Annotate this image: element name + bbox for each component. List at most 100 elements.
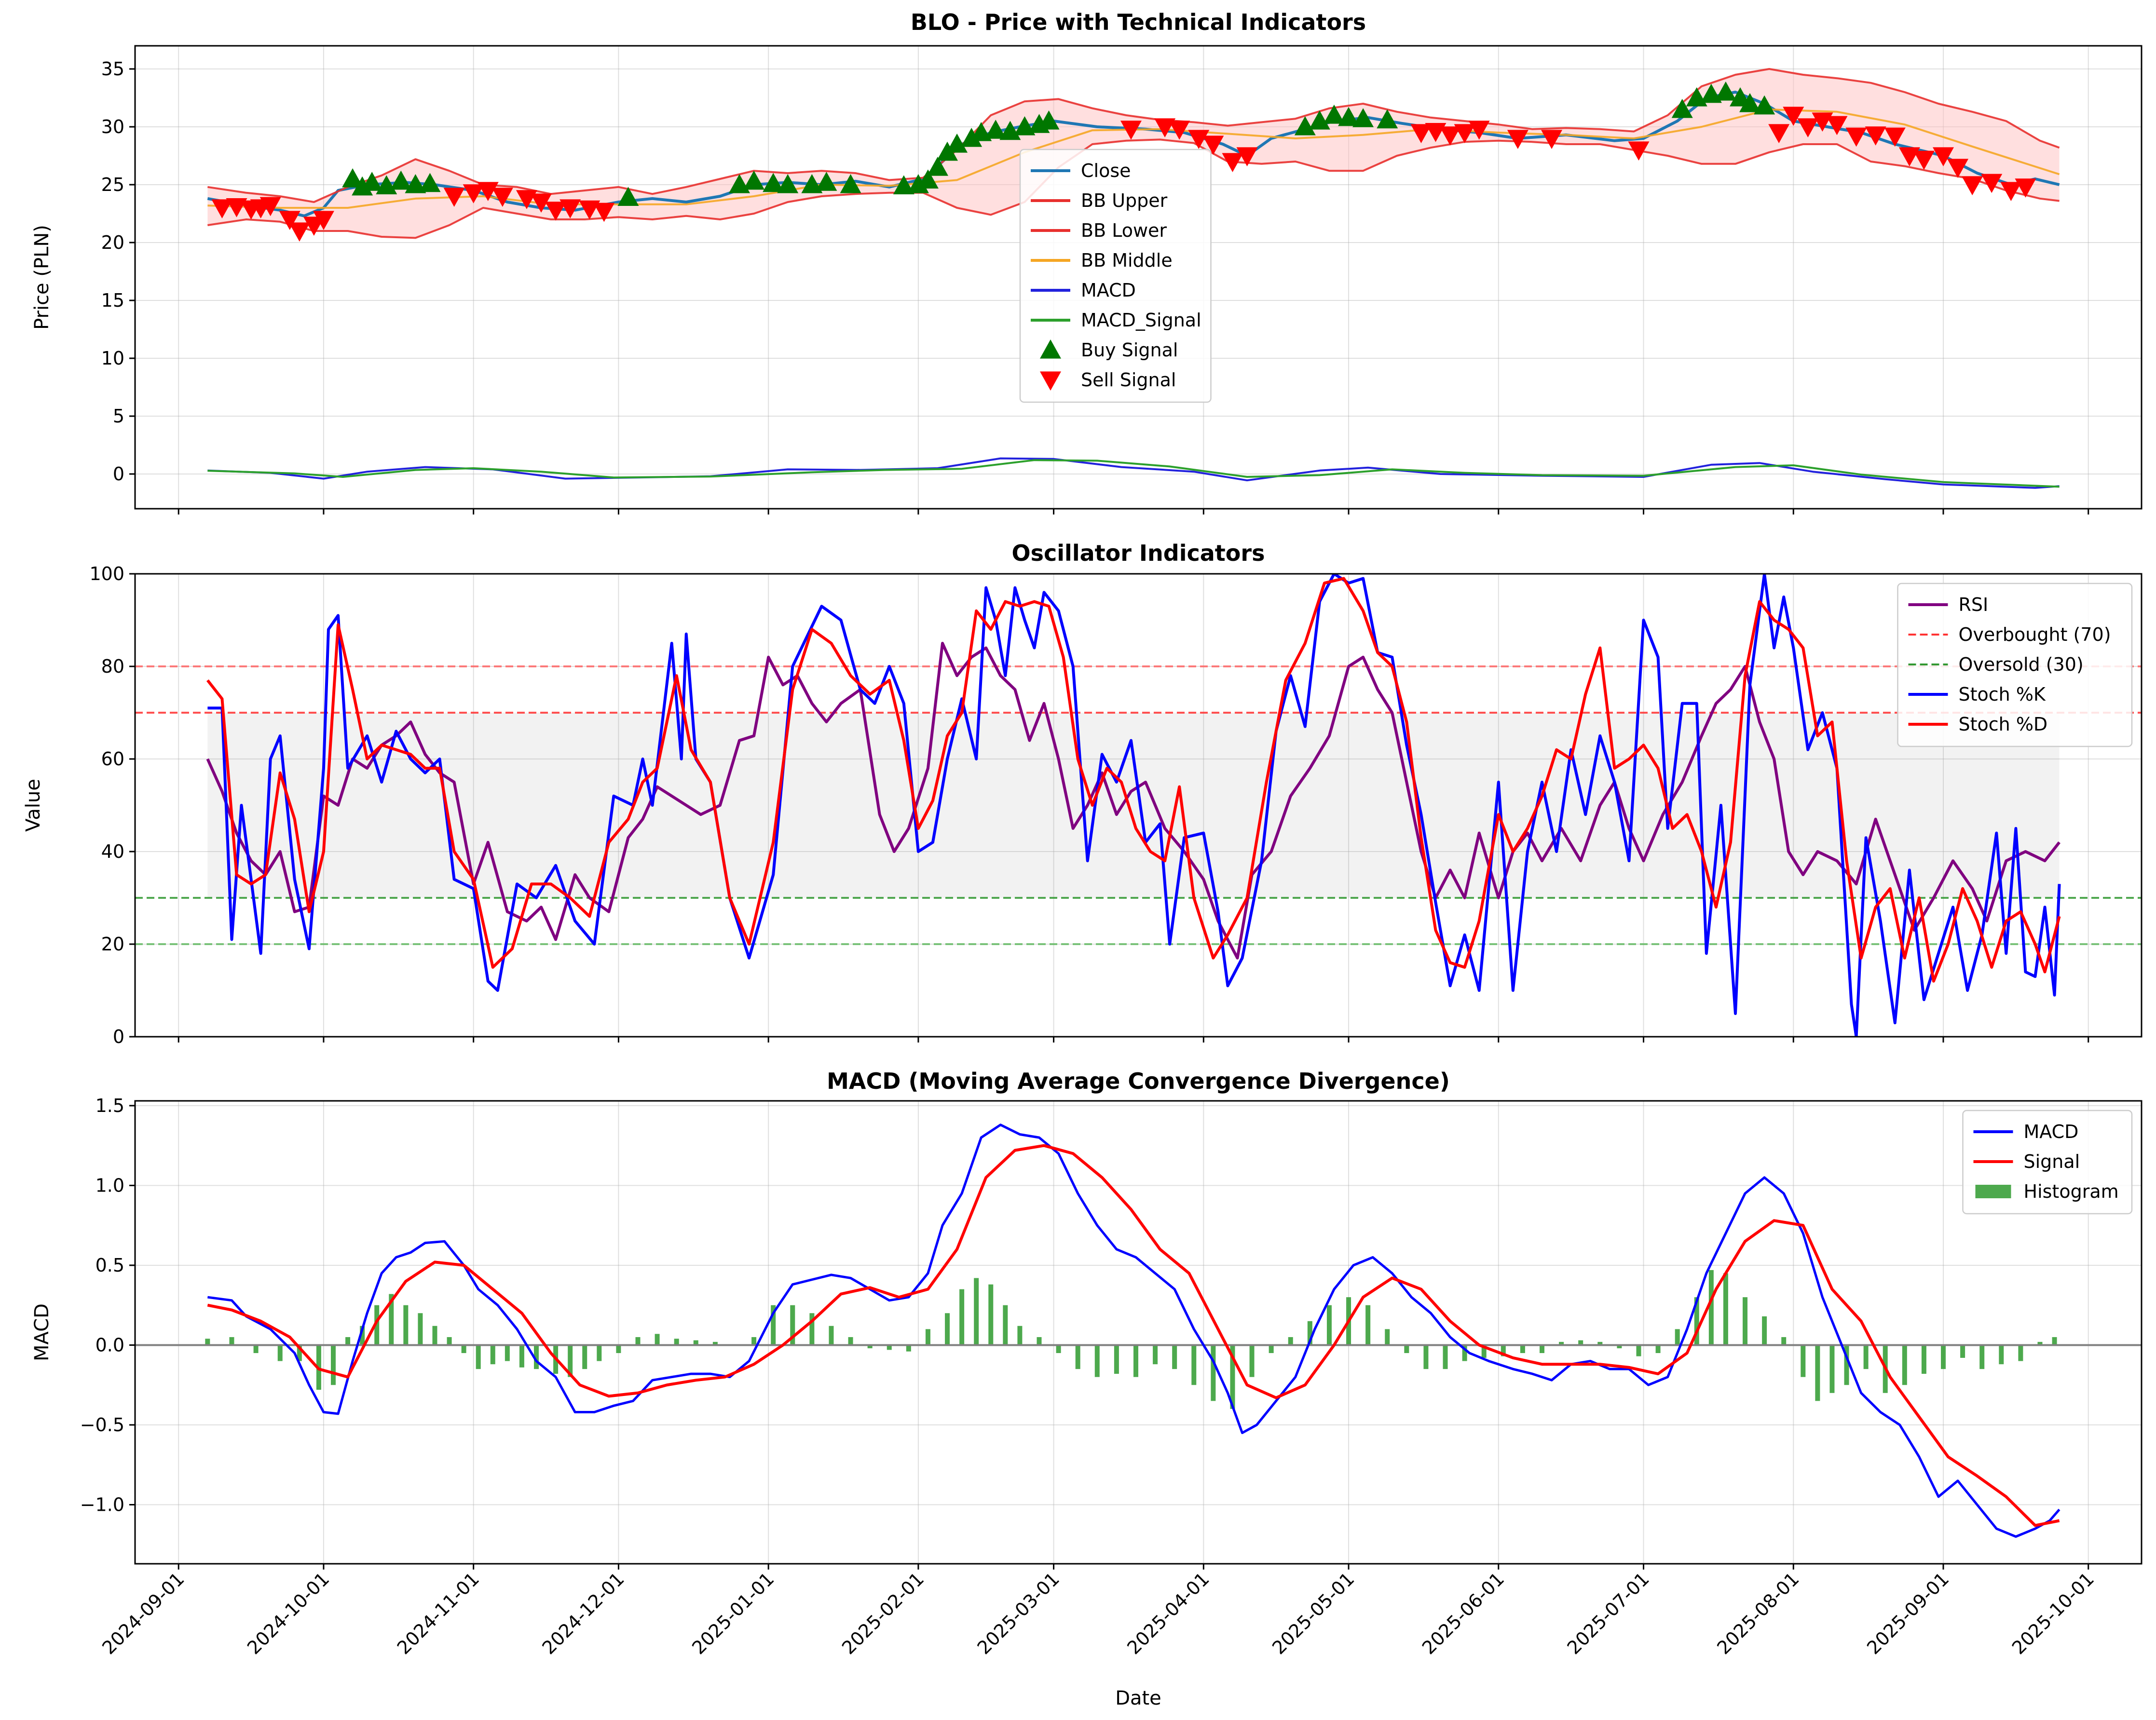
legend-entry-macd: MACD (1031, 280, 1136, 301)
neutral-zone-band (207, 713, 2060, 898)
legend-label: MACD (2024, 1121, 2079, 1142)
buy-signal-marker (927, 157, 948, 176)
buy-signal-marker (390, 170, 412, 190)
histogram-bar (205, 1339, 210, 1345)
histogram-bar (1960, 1345, 1965, 1358)
sell-signal-marker (1468, 121, 1490, 140)
histogram-bar (253, 1345, 259, 1354)
sell-signal-marker (491, 188, 513, 207)
x-tick-label: 2024-11-01 (393, 1568, 483, 1658)
histogram-bar (1114, 1345, 1119, 1374)
histogram-bar (635, 1337, 641, 1345)
series-line-macd-signal (207, 459, 2060, 488)
histogram-bar (568, 1345, 573, 1377)
histogram-bar (1781, 1337, 1787, 1345)
histogram-bar (1559, 1341, 1564, 1345)
histogram-bar (1443, 1345, 1448, 1369)
y-tick-label: 15 (101, 290, 124, 311)
histogram-bar (988, 1284, 994, 1345)
histogram-bar (1723, 1273, 1728, 1345)
legend-label: Buy Signal (1081, 339, 1178, 361)
histogram-bar (1133, 1345, 1138, 1377)
y-tick-label: 10 (101, 348, 124, 369)
histogram-bar (1636, 1345, 1641, 1356)
sell-signal-marker (288, 222, 310, 242)
legend-label: Close (1081, 160, 1131, 181)
histogram-bar (418, 1313, 423, 1345)
y-tick-label: 5 (113, 406, 124, 427)
x-tick-label: 2025-01-01 (688, 1568, 778, 1658)
legend-entry-bb-lower: BB Lower (1031, 220, 1167, 241)
sell-signal-marker (477, 182, 499, 201)
chart-panels: 0 5 10 15 20 25 30 35 BLO - Price with Technical… (22, 9, 2142, 1570)
y-tick-label: 1.0 (96, 1175, 124, 1196)
histogram-bar (297, 1345, 302, 1361)
histogram-bar (1249, 1345, 1255, 1377)
histogram-bar (1172, 1345, 1177, 1369)
y-tick-label: 20 (101, 232, 124, 253)
sell-signal-marker (1884, 127, 1906, 147)
y-tick-label: 1.5 (96, 1095, 124, 1116)
buy-signal-marker (917, 169, 939, 189)
series-line-signal (207, 1144, 2060, 1527)
sell-signal-marker (1202, 135, 1224, 155)
histogram-bar (1056, 1345, 1061, 1354)
sell-signal-marker (1454, 124, 1475, 143)
histogram-bar (1404, 1345, 1409, 1354)
legend: Close BB Upper BB Lower BB Middle MACD MACD_S… (1019, 149, 1212, 403)
y-tick-label: 0 (113, 463, 124, 485)
legend-label: MACD_Signal (1081, 310, 1201, 331)
panel-title: MACD (Moving Average Convergence Diverge… (827, 1068, 1450, 1094)
bollinger-band-fill (207, 69, 2060, 238)
legend-swatch (1975, 1185, 2011, 1198)
sell-signal-marker (1439, 126, 1461, 146)
histogram-bar (1743, 1297, 1748, 1345)
histogram-bars (205, 1270, 2057, 1409)
y-tick-label: 20 (101, 934, 124, 955)
x-tick-label: 2025-09-01 (1863, 1568, 1953, 1658)
histogram-bar (1003, 1305, 1008, 1345)
sell-signal-marker (443, 188, 465, 207)
legend-label: Signal (2024, 1151, 2080, 1172)
legend-entry-oversold-30: Oversold (30) (1908, 654, 2084, 675)
sell-signal-marker (1120, 121, 1142, 140)
sell-signal-marker (1628, 141, 1650, 161)
histogram-bar (345, 1337, 351, 1345)
sell-signal-marker (1933, 147, 1954, 166)
histogram-bar (360, 1326, 365, 1345)
histogram-bar (476, 1345, 481, 1369)
histogram-bar (1762, 1316, 1767, 1345)
buy-signal-marker (763, 173, 784, 192)
sell-signal-marker (559, 199, 581, 218)
histogram-bar (1230, 1345, 1235, 1409)
y-tick-label: −1.0 (80, 1494, 124, 1516)
legend-entry-overbought-70: Overbought (70) (1908, 624, 2111, 645)
histogram-bar (771, 1305, 776, 1345)
histogram-bar (1269, 1345, 1274, 1354)
legend-entry-macd-signal: MACD_Signal (1031, 310, 1201, 331)
buy-signal-marker (1338, 107, 1360, 126)
histogram-bar (277, 1345, 283, 1361)
y-tick-label: 60 (101, 748, 124, 770)
legend-box (1019, 149, 1212, 403)
y-tick-label: 80 (101, 656, 124, 677)
buy-signal-marker (1294, 116, 1316, 135)
sell-signal-marker (1222, 153, 1243, 172)
histogram-bar (1801, 1345, 1806, 1377)
histogram-bar (1941, 1345, 1946, 1369)
sell-signal-marker (1947, 159, 1969, 178)
histogram-bar (809, 1313, 815, 1345)
buy-signal-marker (1715, 81, 1736, 101)
sell-signal-marker (1410, 124, 1432, 143)
histogram-bar (925, 1329, 930, 1345)
legend-label: BB Middle (1081, 250, 1173, 271)
histogram-bar (1307, 1321, 1312, 1345)
y-axis-label: Price (PLN) (31, 225, 53, 330)
y-tick-label: 30 (101, 116, 124, 137)
x-tick-label: 2025-02-01 (838, 1568, 928, 1658)
panel-2: 0 20 40 60 80 100 Oscillator Indicators Value RS… (22, 540, 2142, 1047)
series-line-stoch-k (207, 574, 2061, 1037)
histogram-bar (1520, 1345, 1525, 1354)
histogram-bar (906, 1345, 911, 1352)
sell-signal-marker (1962, 176, 1983, 195)
